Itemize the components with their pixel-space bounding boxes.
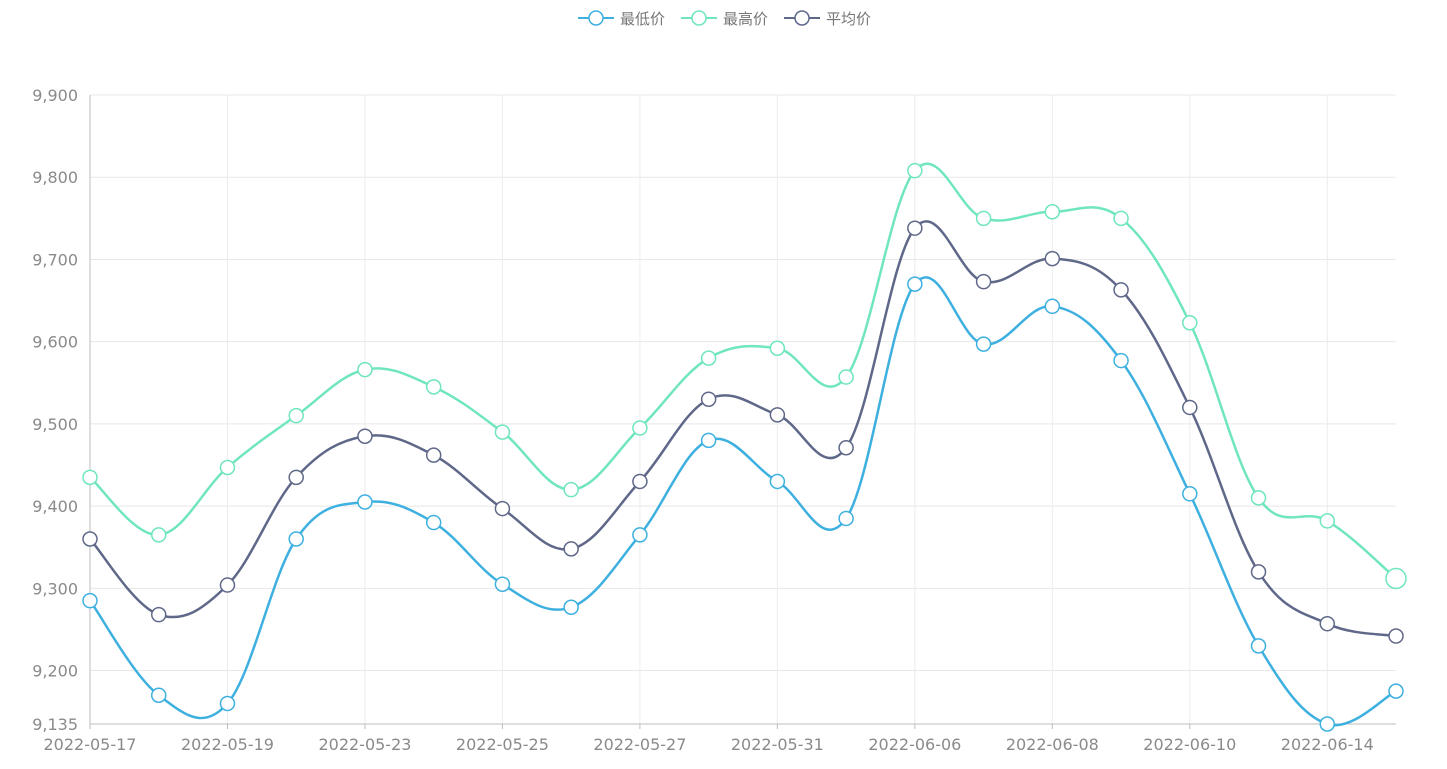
points-layer [82, 162, 1407, 732]
y-tick-label: 9,600 [32, 333, 78, 352]
data-point[interactable] [1319, 716, 1336, 732]
data-point[interactable] [219, 695, 236, 712]
data-point[interactable] [907, 276, 923, 292]
y-tick-label: 9,700 [32, 250, 78, 269]
data-point[interactable] [975, 273, 992, 290]
legend-swatch-high [680, 10, 717, 26]
data-point[interactable] [632, 420, 648, 436]
data-point[interactable] [288, 407, 304, 424]
data-point[interactable] [82, 469, 98, 486]
y-tick-label: 9,200 [32, 662, 78, 681]
y-tick-label: 9,400 [32, 497, 78, 516]
data-point[interactable] [907, 162, 923, 179]
data-point[interactable] [1113, 352, 1129, 369]
data-point[interactable] [425, 514, 442, 531]
legend-label-low: 最低价 [619, 9, 665, 28]
data-point[interactable] [288, 531, 304, 547]
data-point[interactable] [1182, 486, 1198, 502]
data-point[interactable] [425, 379, 442, 395]
data-point[interactable] [838, 439, 854, 456]
data-point[interactable] [1044, 298, 1061, 315]
data-point[interactable] [150, 527, 167, 543]
data-point[interactable] [1385, 567, 1407, 590]
x-tick-label: 2022-05-25 [456, 735, 549, 754]
data-point[interactable] [494, 576, 511, 592]
y-tick-label: 9,300 [32, 579, 78, 598]
data-point[interactable] [82, 592, 98, 609]
y-tick-label: 9,800 [32, 168, 78, 187]
x-tick-label: 2022-06-14 [1281, 735, 1374, 754]
data-point[interactable] [769, 473, 786, 490]
data-point[interactable] [632, 473, 648, 490]
data-point[interactable] [769, 340, 786, 356]
data-point[interactable] [700, 350, 717, 366]
data-point[interactable] [1388, 683, 1404, 699]
legend-label-high: 最高价 [722, 9, 768, 28]
data-point[interactable] [838, 369, 854, 385]
data-point[interactable] [1182, 399, 1198, 416]
legend-swatch-avg [784, 10, 820, 26]
data-point[interactable] [769, 407, 786, 423]
series-line-2 [89, 220, 1397, 638]
data-point[interactable] [150, 687, 167, 703]
grid-layer [89, 94, 1396, 724]
x-tick-label: 2022-05-23 [318, 735, 411, 754]
data-point[interactable] [838, 510, 854, 527]
legend-item-low[interactable]: 最低价 [576, 6, 665, 30]
data-point[interactable] [1044, 250, 1061, 267]
y-tick-label: 9,135 [32, 715, 78, 734]
data-point[interactable] [150, 606, 167, 623]
legend-swatch-low [577, 10, 614, 26]
data-point[interactable] [1250, 638, 1267, 654]
x-tick-label: 2022-05-27 [593, 735, 686, 754]
data-point[interactable] [907, 220, 923, 236]
y-tick-label: 9,900 [32, 86, 78, 105]
x-tick-label: 2022-06-06 [868, 735, 961, 754]
data-point[interactable] [357, 361, 373, 378]
data-point[interactable] [1113, 282, 1129, 298]
chart-legend: 最低价 最高价 平均价 [0, 6, 1447, 30]
data-point[interactable] [219, 459, 236, 476]
data-point[interactable] [563, 541, 579, 557]
data-point[interactable] [1250, 490, 1267, 506]
series-layer [88, 162, 1397, 727]
x-tick-label: 2022-06-08 [1006, 735, 1099, 754]
data-point[interactable] [1319, 513, 1336, 529]
axis-layer: 9,900 9,800 9,700 9,600 9,500 9,400 9,300 9,200… [32, 86, 1396, 754]
data-point[interactable] [1044, 204, 1061, 220]
data-point[interactable] [563, 481, 579, 498]
legend-label-avg: 平均价 [826, 9, 872, 28]
data-point[interactable] [494, 424, 511, 440]
data-point[interactable] [975, 210, 992, 227]
data-point[interactable] [1250, 564, 1267, 580]
data-point[interactable] [1388, 628, 1404, 644]
x-tick-label: 2022-05-19 [181, 735, 274, 754]
data-point[interactable] [975, 336, 992, 352]
y-tick-label: 9,500 [32, 415, 78, 434]
data-point[interactable] [494, 500, 511, 517]
data-point[interactable] [82, 531, 98, 547]
x-tick-label: 2022-05-31 [731, 735, 824, 754]
legend-item-avg[interactable]: 平均价 [782, 6, 871, 30]
data-point[interactable] [357, 494, 373, 510]
data-point[interactable] [700, 432, 717, 449]
data-point[interactable] [288, 469, 304, 486]
data-point[interactable] [1319, 615, 1336, 632]
x-tick-label: 2022-06-10 [1143, 735, 1236, 754]
data-point[interactable] [700, 391, 717, 407]
data-point[interactable] [357, 428, 373, 444]
data-point[interactable] [1182, 315, 1198, 331]
data-point[interactable] [632, 527, 648, 543]
data-point[interactable] [425, 447, 442, 463]
legend-item-high[interactable]: 最高价 [679, 6, 768, 30]
data-point[interactable] [563, 599, 579, 615]
data-point[interactable] [1113, 210, 1129, 227]
data-point[interactable] [219, 577, 236, 593]
x-tick-label: 2022-05-17 [44, 735, 137, 754]
